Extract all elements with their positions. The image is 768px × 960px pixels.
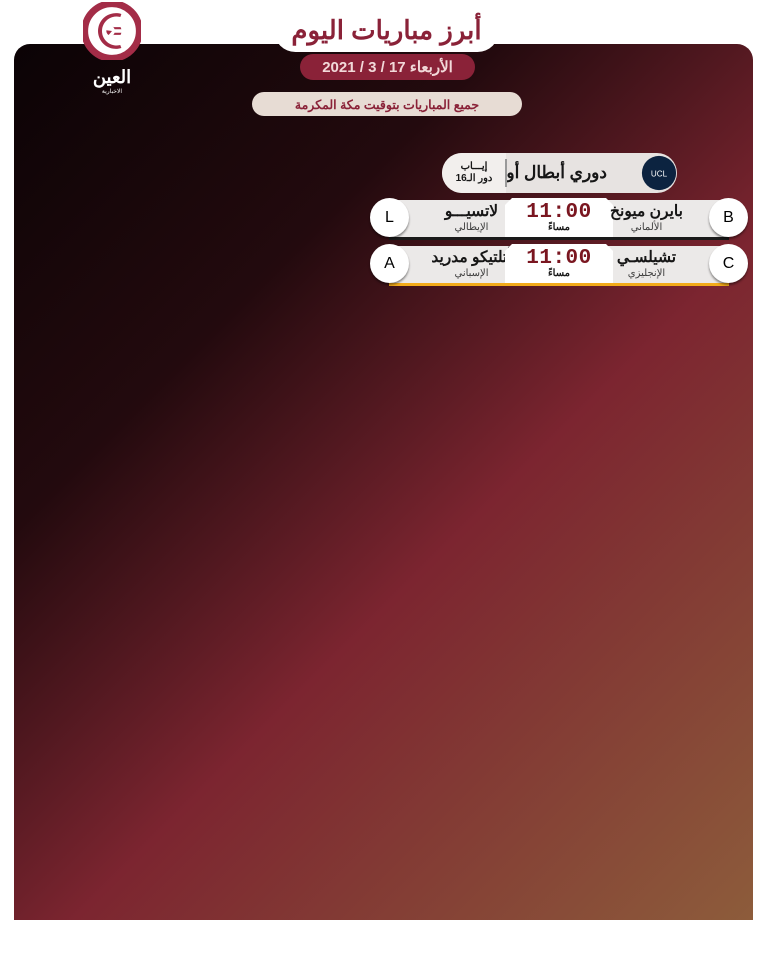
svg-text:UCL: UCL: [651, 170, 668, 179]
